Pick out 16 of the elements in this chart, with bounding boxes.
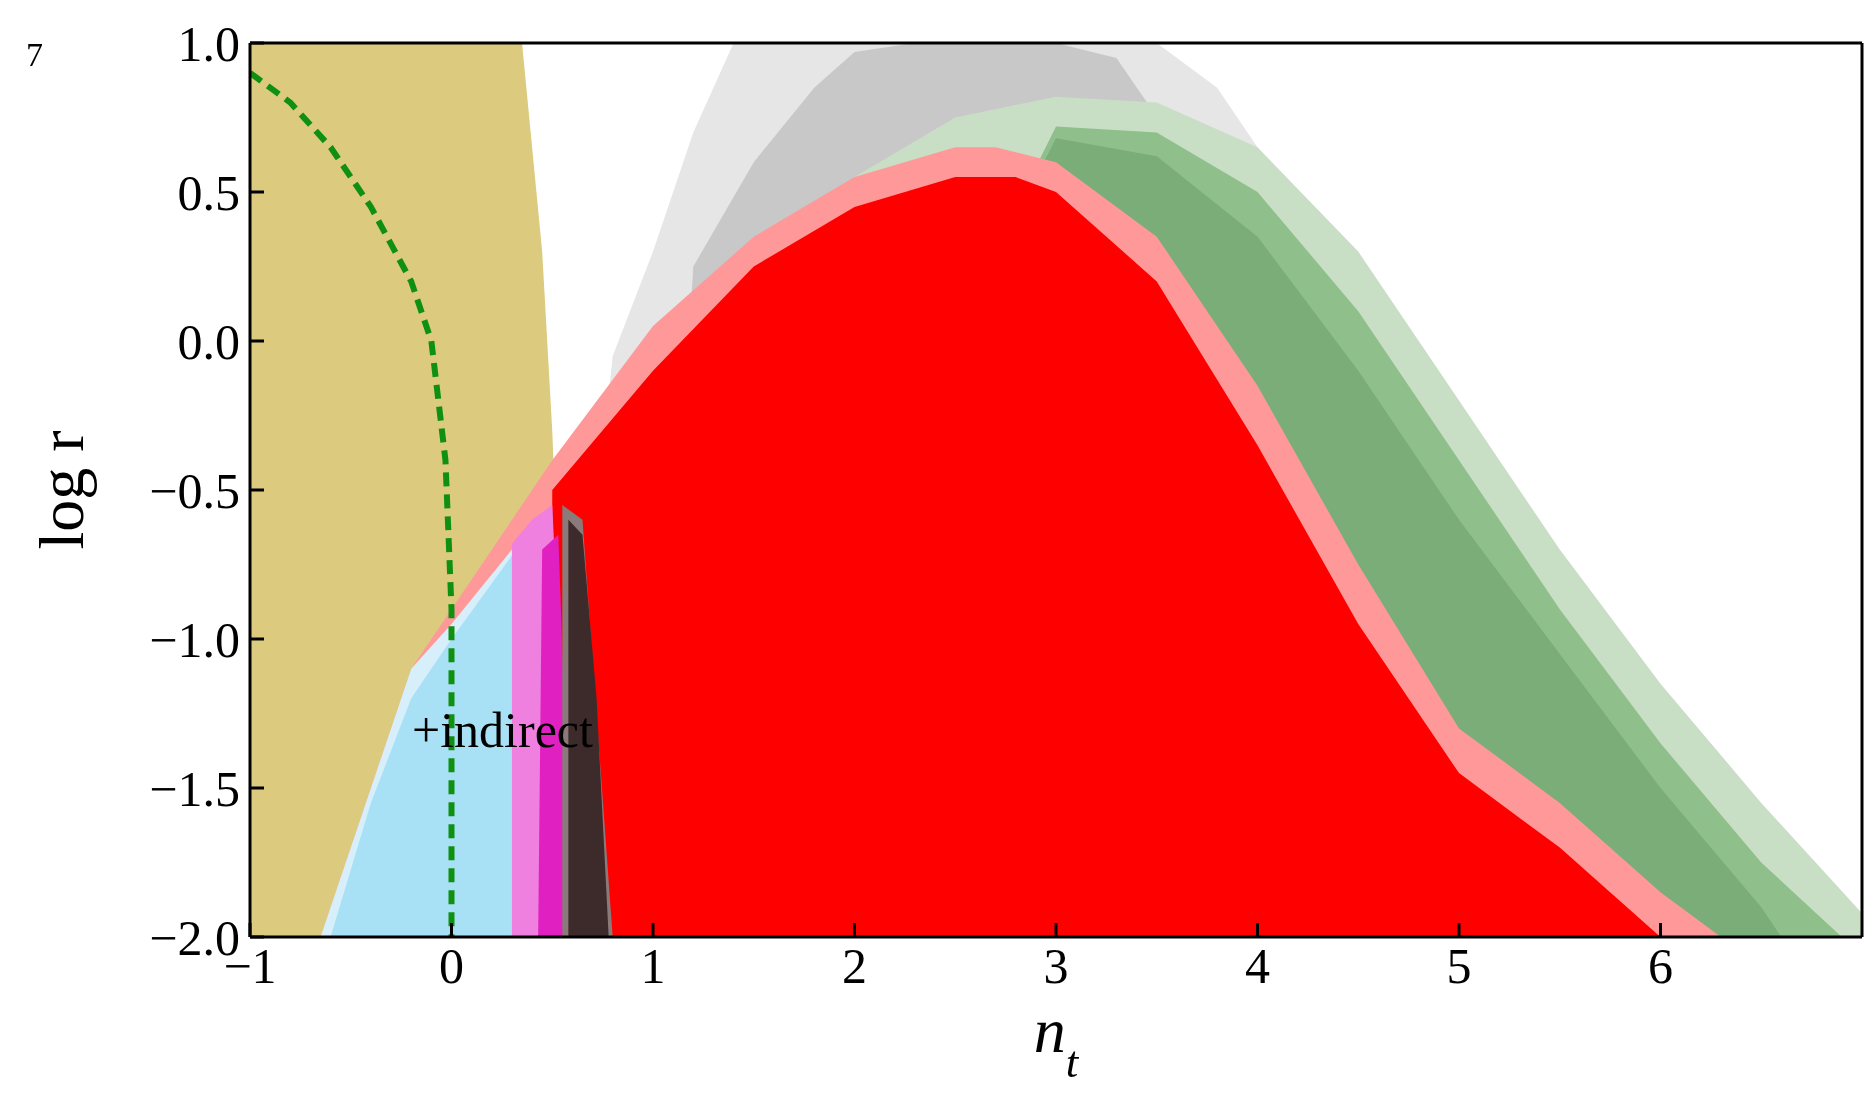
x-tick-label: 2 [842,937,867,994]
y-tick-label: 0.0 [177,313,240,370]
x-tick-label: 1 [640,937,666,994]
x-tick-label: 3 [1043,937,1069,994]
x-tick-label: 4 [1245,937,1270,994]
y-tick-label: −0.5 [149,462,240,519]
text: 7 [26,35,43,73]
x-tick-label: 0 [439,937,464,994]
y-tick-label: 1.0 [177,15,240,72]
x-axis-title: n$_{t}$ [1033,995,1080,1087]
y-axis-title: log r [26,430,97,550]
y-tick-label: −1.5 [149,760,240,817]
y-tick-label: 0.5 [177,164,240,221]
y-tick-label: −1.0 [149,611,240,668]
x-tick-label: 5 [1446,937,1472,994]
x-tick-label: 6 [1648,937,1673,994]
